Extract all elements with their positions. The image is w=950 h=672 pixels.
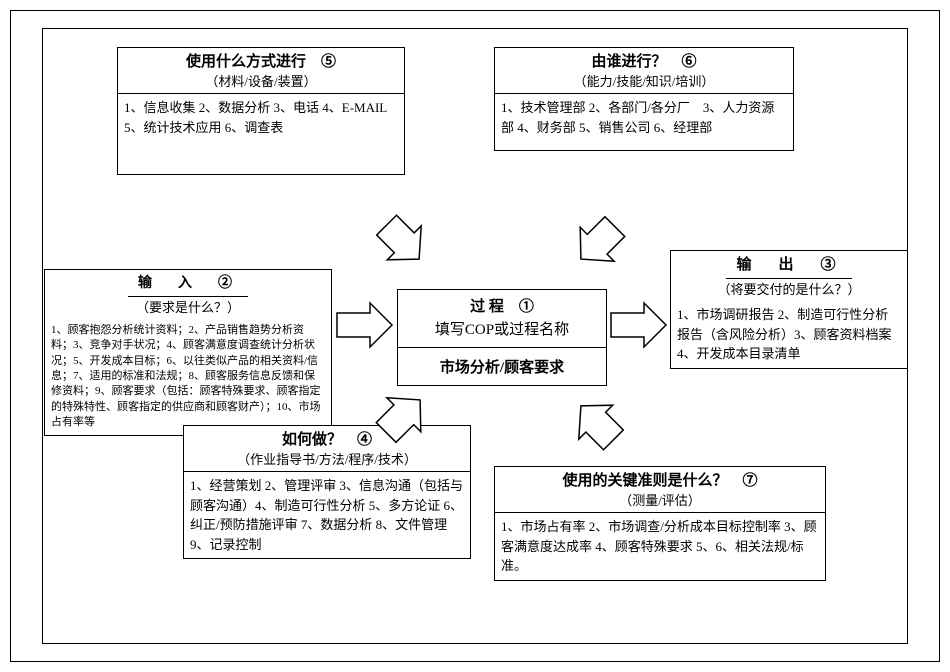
box-input-body: 1、顾客抱怨分析统计资料；2、产品销售趋势分析资料；3、竞争对手状况；4、顾客满… (45, 319, 331, 435)
arrow-process-to-output (606, 295, 676, 355)
box-who-subtitle: （能力/技能/知识/培训） (501, 73, 787, 91)
box-method-title: 使用什么方式进行 ⑤ (124, 52, 398, 73)
arrow-method-to-process (355, 195, 445, 285)
box-criteria-body: 1、市场占有率 2、市场调查/分析成本目标控制率 3、顾客满意度达成率 4、顾客… (495, 513, 825, 580)
box-output-title: 输 出 ③ (736, 257, 841, 273)
arrow-how-to-process (356, 374, 446, 464)
box-who-title: 由谁进行？ ⑥ (501, 52, 787, 73)
arrow-criteria-to-process (555, 380, 645, 470)
box-how-body: 1、经营策划 2、管理评审 3、信息沟通（包括与顾客沟通）4、制造可行性分析 5… (184, 472, 470, 558)
box-method-body: 1、信息收集 2、数据分析 3、电话 4、E-MAIL5、统计技术应用 6、调查… (118, 94, 404, 174)
box-criteria-title: 使用的关键准则是什么？ ⑦ (501, 471, 819, 492)
process-line2: 填写COP或过程名称 (402, 319, 602, 342)
box-input: 输 入 ② （要求是什么？） 1、顾客抱怨分析统计资料；2、产品销售趋势分析资料… (44, 269, 332, 436)
box-output-subtitle: （将要交付的是什么？） (677, 281, 901, 299)
box-criteria: 使用的关键准则是什么？ ⑦ （测量/评估） 1、市场占有率 2、市场调查/分析成… (494, 466, 826, 581)
box-who-body: 1、技术管理部 2、各部门/各分厂 3、人力资源部 4、财务部 5、销售公司 6… (495, 94, 793, 150)
box-method: 使用什么方式进行 ⑤ （材料/设备/装置） 1、信息收集 2、数据分析 3、电话… (117, 47, 405, 175)
arrow-input-to-process (332, 295, 402, 355)
process-title: 过 程 ① (402, 296, 602, 319)
box-output-body: 1、市场调研报告 2、制造可行性分析报告（含风险分析）3、顾客资料档案 4、开发… (671, 301, 907, 368)
box-input-title: 输 入 ② (138, 276, 238, 291)
box-criteria-subtitle: （测量/评估） (501, 492, 819, 510)
box-process: 过 程 ① 填写COP或过程名称 市场分析/顾客要求 (397, 289, 607, 386)
box-who: 由谁进行？ ⑥ （能力/技能/知识/培训） 1、技术管理部 2、各部门/各分厂 … (494, 47, 794, 151)
box-input-subtitle: （要求是什么？） (51, 299, 325, 317)
box-method-subtitle: （材料/设备/装置） (124, 73, 398, 91)
arrow-who-to-process (555, 195, 645, 285)
box-output: 输 出 ③ （将要交付的是什么？） 1、市场调研报告 2、制造可行性分析报告（含… (670, 250, 908, 369)
